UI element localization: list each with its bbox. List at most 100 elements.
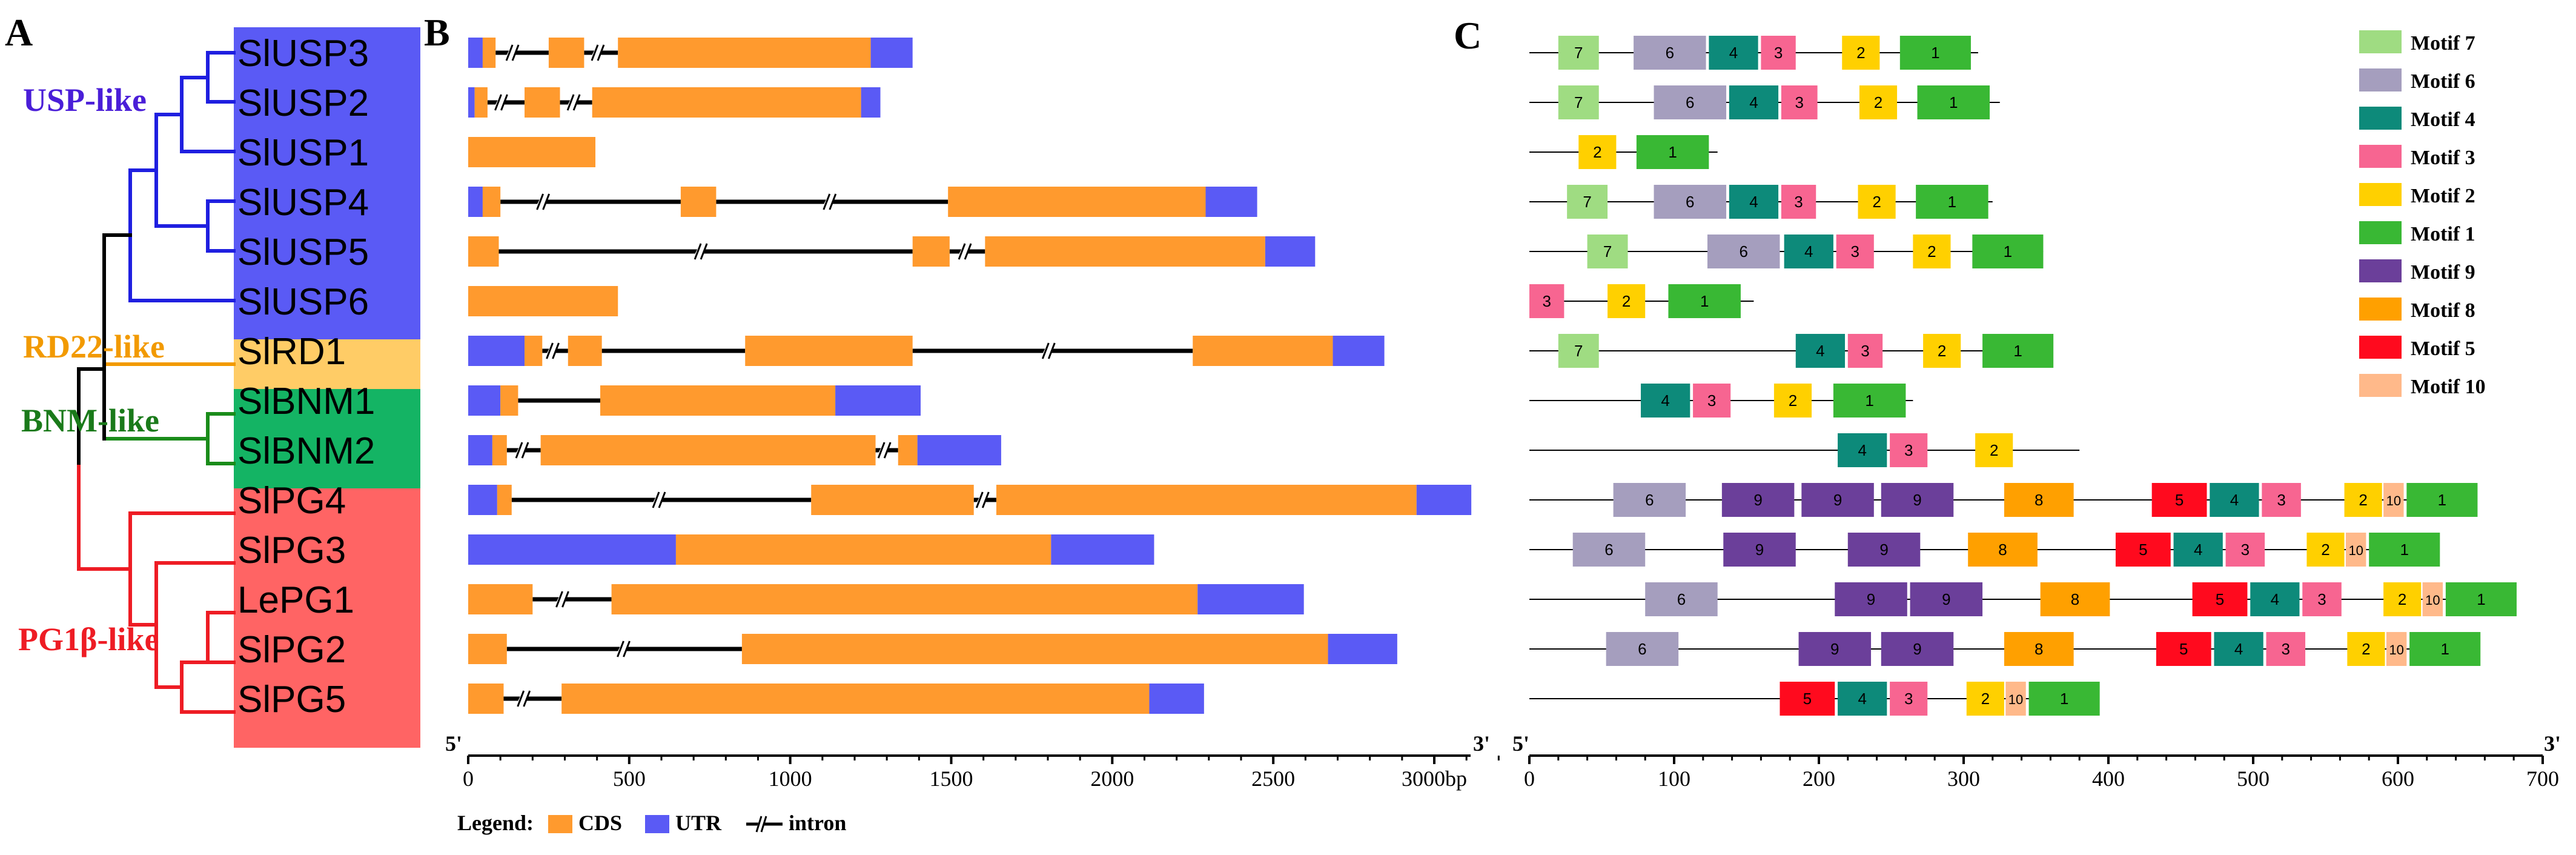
gene-name: SlPG3 <box>237 530 346 571</box>
cds-block <box>540 435 876 465</box>
motif-box: 3 <box>1890 433 1928 467</box>
motif-legend-swatch <box>2359 183 2402 206</box>
gene-structure-row <box>468 485 1472 515</box>
motif-number: 10 <box>2425 593 2440 608</box>
utr-block <box>917 435 1001 465</box>
motif-number: 4 <box>2230 491 2239 509</box>
motif-box: 1 <box>2028 682 2100 716</box>
cds-block <box>482 187 501 217</box>
motif-box: 5 <box>2156 632 2211 666</box>
motif-legend-item: Motif 9 <box>2359 259 2475 284</box>
motif-box: 3 <box>2266 632 2306 666</box>
motif-legend-swatch <box>2359 374 2402 397</box>
motif-box: 6 <box>1613 483 1686 517</box>
motif-number: 9 <box>1913 491 1921 509</box>
motif-number: 1 <box>2438 491 2446 509</box>
motif-box: 5 <box>2115 533 2171 567</box>
motif-box: 1 <box>2369 533 2440 567</box>
motif-number: 1 <box>1700 292 1709 310</box>
tree-pg-branches <box>77 465 236 714</box>
motif-number: 8 <box>2035 640 2043 658</box>
motif-box: 2 <box>1859 85 1898 119</box>
gene-name: SlUSP2 <box>237 82 369 124</box>
motif-row: 3 2 1 <box>1529 284 1754 318</box>
motif-box: 3 <box>1761 36 1796 70</box>
motif-number: 1 <box>1865 391 1873 410</box>
motif-box: 2 <box>1858 185 1896 219</box>
motif-box: 2 <box>1842 36 1880 70</box>
motif-number: 1 <box>1948 193 1956 211</box>
legend-utr-swatch <box>645 815 669 833</box>
utr-block <box>468 38 483 68</box>
intron-segment <box>511 490 812 510</box>
motif-number: 7 <box>1603 242 1612 261</box>
utr-block <box>468 187 483 217</box>
motif-box: 3 <box>2225 533 2265 567</box>
motif-box: 2 <box>1966 682 2004 716</box>
cds-block <box>468 584 533 614</box>
motif-number: 3 <box>1904 441 1913 459</box>
motif-axis-3prime: 3' <box>2544 731 2561 756</box>
motif-number: 7 <box>1583 193 1591 211</box>
motif-box: 6 <box>1654 185 1727 219</box>
gene-name: SlUSP5 <box>237 231 369 273</box>
motif-axis-tick-label: 700 <box>2526 767 2559 791</box>
motif-legend-item: Motif 7 <box>2359 30 2475 55</box>
motif-number: 3 <box>2241 541 2250 559</box>
gene-length-axis: 0 500 1000 1500 2000 2500 3000bp 5' 3' <box>445 731 1500 791</box>
motif-number: 2 <box>1938 342 1946 360</box>
motif-box: 4 <box>2250 582 2300 616</box>
cds-block <box>500 385 518 416</box>
motif-box: 5 <box>2192 582 2248 616</box>
motif-number: 9 <box>1833 491 1842 509</box>
motif-legend-swatch <box>2359 298 2402 321</box>
motif-box: 6 <box>1645 582 1718 616</box>
motif-number: 1 <box>2477 590 2485 608</box>
motif-box: 8 <box>2004 632 2074 666</box>
motif-number: 4 <box>2271 590 2279 608</box>
legend-cds-swatch <box>548 815 572 833</box>
motif-box: 9 <box>1881 483 1954 517</box>
gene-name: SlPG4 <box>237 480 346 522</box>
motif-axis-5prime: 5' <box>1512 731 1529 756</box>
motif-box: 8 <box>2004 483 2074 517</box>
motif-number: 1 <box>2440 640 2449 658</box>
motif-legend-label: Motif 5 <box>2411 338 2475 360</box>
motif-box: 7 <box>1567 185 1608 219</box>
gene-structure-row <box>468 137 596 167</box>
intron-segment <box>912 341 1193 361</box>
motif-box: 10 <box>2345 533 2366 567</box>
motif-box: 4 <box>1838 433 1887 467</box>
clade-bg-bnm <box>234 389 420 488</box>
motif-number: 3 <box>1794 193 1803 211</box>
cds-block <box>474 87 488 118</box>
motif-number: 9 <box>1913 640 1921 658</box>
cds-block <box>525 87 560 118</box>
motif-number: 1 <box>2400 541 2409 559</box>
motif-number: 3 <box>2282 640 2290 658</box>
motif-number: 8 <box>2071 590 2079 608</box>
gene-axis-tick-label: 2500 <box>1251 767 1295 791</box>
clade-bg-rd22 <box>234 339 420 389</box>
motif-legend-label: Motif 7 <box>2411 32 2475 55</box>
cds-block <box>996 485 1417 515</box>
motif-number: 3 <box>1861 342 1869 360</box>
clade-label-rd22: RD22-like <box>23 328 165 365</box>
motif-number: 2 <box>1990 441 1998 459</box>
intron-segment <box>495 42 549 63</box>
motif-legend-item: Motif 5 <box>2359 336 2475 360</box>
motif-number: 6 <box>1686 193 1694 211</box>
motif-number: 4 <box>1858 441 1866 459</box>
motif-legend-swatch <box>2359 68 2402 91</box>
motif-legend-label: Motif 10 <box>2411 376 2486 398</box>
motif-box: 9 <box>1910 582 1983 616</box>
utr-block <box>468 435 492 465</box>
motif-legend-swatch <box>2359 259 2402 282</box>
motif-number: 4 <box>1804 242 1813 261</box>
motif-box: 2 <box>2383 582 2422 616</box>
motif-number: 3 <box>2277 491 2285 509</box>
motif-box: 3 <box>1529 284 1564 318</box>
motif-number: 4 <box>2194 541 2202 559</box>
motif-box: 10 <box>2386 632 2407 666</box>
